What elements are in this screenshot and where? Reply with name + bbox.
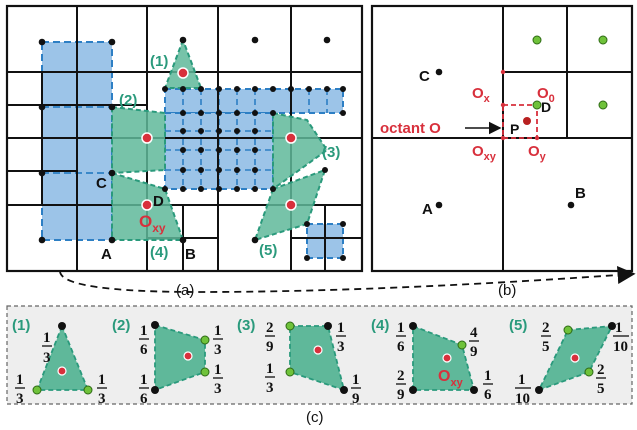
s2-f3-n: 1	[214, 362, 222, 378]
s5-f2-d: 10	[613, 339, 628, 355]
region-tag-2: (2)	[119, 92, 137, 109]
s4-f1-n: 1	[397, 320, 405, 336]
b-label-b: B	[575, 185, 586, 202]
panel-a: (1) (2) (3) (4) (5) C D A B Oxy (a)	[5, 4, 364, 299]
s4-f2-d: 9	[470, 344, 478, 360]
b-label-p: P	[510, 121, 519, 137]
s3-f1-n: 2	[266, 320, 274, 336]
octant-box	[502, 104, 538, 139]
stencil-2-tag: (2)	[112, 317, 130, 334]
s5-f4-n: 2	[597, 362, 605, 378]
s3-f1-d: 9	[266, 339, 274, 355]
region-tag-3: (3)	[322, 144, 340, 161]
label-c: C	[96, 175, 107, 192]
s3-f2-d: 3	[337, 339, 345, 355]
s3-f4-n: 1	[352, 372, 360, 388]
octant-label: octant O	[380, 120, 441, 137]
s5-f3-n: 1	[518, 372, 526, 388]
region-tag-4: (4)	[150, 244, 168, 261]
s5-f3-d: 10	[515, 391, 530, 407]
s3-f3-n: 1	[266, 361, 274, 377]
stencil-5: (5) 2 5 1 10 1 10 2 5	[509, 317, 629, 407]
s4-f3-n: 2	[397, 368, 405, 384]
stencil-1: (1) 1 3 1 3 1 3	[12, 317, 107, 407]
b-label-a: A	[422, 201, 433, 218]
s4-f2-n: 4	[470, 325, 478, 341]
s4-f1-d: 6	[397, 339, 405, 355]
stencil-4-tag: (4)	[371, 317, 389, 334]
s1-f3-d: 3	[98, 391, 106, 407]
s5-f2-n: 1	[615, 320, 623, 336]
s3-f3-d: 3	[266, 380, 274, 396]
stencil-3-tag: (3)	[237, 317, 255, 334]
b-label-oy: Oy	[528, 143, 547, 163]
s1-f3-n: 1	[98, 372, 106, 388]
s1-f1-n: 1	[43, 330, 51, 346]
label-d: D	[153, 193, 164, 210]
s2-f2-d: 3	[214, 342, 222, 358]
s3-f2-n: 1	[337, 320, 345, 336]
s4-f4-d: 6	[484, 387, 492, 403]
s2-f4-n: 1	[140, 372, 148, 388]
dual-centers	[141, 67, 297, 211]
panel-b: C A B D P Ox O0 Oxy Oy octant O (b)	[370, 4, 634, 299]
s2-f2-n: 1	[214, 323, 222, 339]
panel-c: (1) 1 3 1 3 1 3 (2) 1 6	[6, 305, 633, 426]
s2-f4-d: 6	[140, 391, 148, 407]
s3-f4-d: 9	[352, 391, 360, 407]
s5-f1-d: 5	[542, 339, 550, 355]
stencil-4: (4) Oxy 1 6 4 9 2 9 1 6	[371, 317, 493, 403]
stencil-3: (3) 2 9 1 3 1 3 1 9	[237, 317, 361, 407]
b-label-ox: Ox	[472, 85, 491, 105]
label-oxy: Oxy	[139, 212, 166, 235]
region-tag-1: (1)	[150, 53, 168, 70]
octree-points	[435, 35, 608, 209]
s2-f1-d: 6	[140, 342, 148, 358]
b-label-oxy: Oxy	[472, 143, 497, 163]
label-a: A	[101, 246, 112, 263]
label-b: B	[185, 246, 196, 263]
s1-f2-n: 1	[16, 372, 24, 388]
caption-a: (a)	[176, 282, 194, 299]
caption-b: (b)	[498, 282, 516, 299]
s4-f3-d: 9	[397, 387, 405, 403]
b-label-d: D	[541, 99, 551, 115]
caption-c: (c)	[306, 409, 324, 426]
stencil-5-tag: (5)	[509, 317, 527, 334]
stencil-2: (2) 1 6 1 3 1 3 1 6	[112, 317, 223, 407]
s1-f2-d: 3	[16, 391, 24, 407]
region-tag-5: (5)	[259, 242, 277, 259]
s5-f4-d: 5	[597, 381, 605, 397]
grid-vertices	[38, 36, 346, 261]
b-label-o0: O0	[537, 85, 555, 105]
s2-f3-d: 3	[214, 381, 222, 397]
b-label-c: C	[419, 68, 430, 85]
stencil-1-tag: (1)	[12, 317, 30, 334]
s1-f1-d: 3	[43, 350, 51, 366]
s4-oxy: Oxy	[438, 368, 464, 389]
s4-f4-n: 1	[484, 368, 492, 384]
s5-f1-n: 2	[542, 320, 550, 336]
transfer-arrow	[59, 266, 636, 293]
s2-f1-n: 1	[140, 323, 148, 339]
